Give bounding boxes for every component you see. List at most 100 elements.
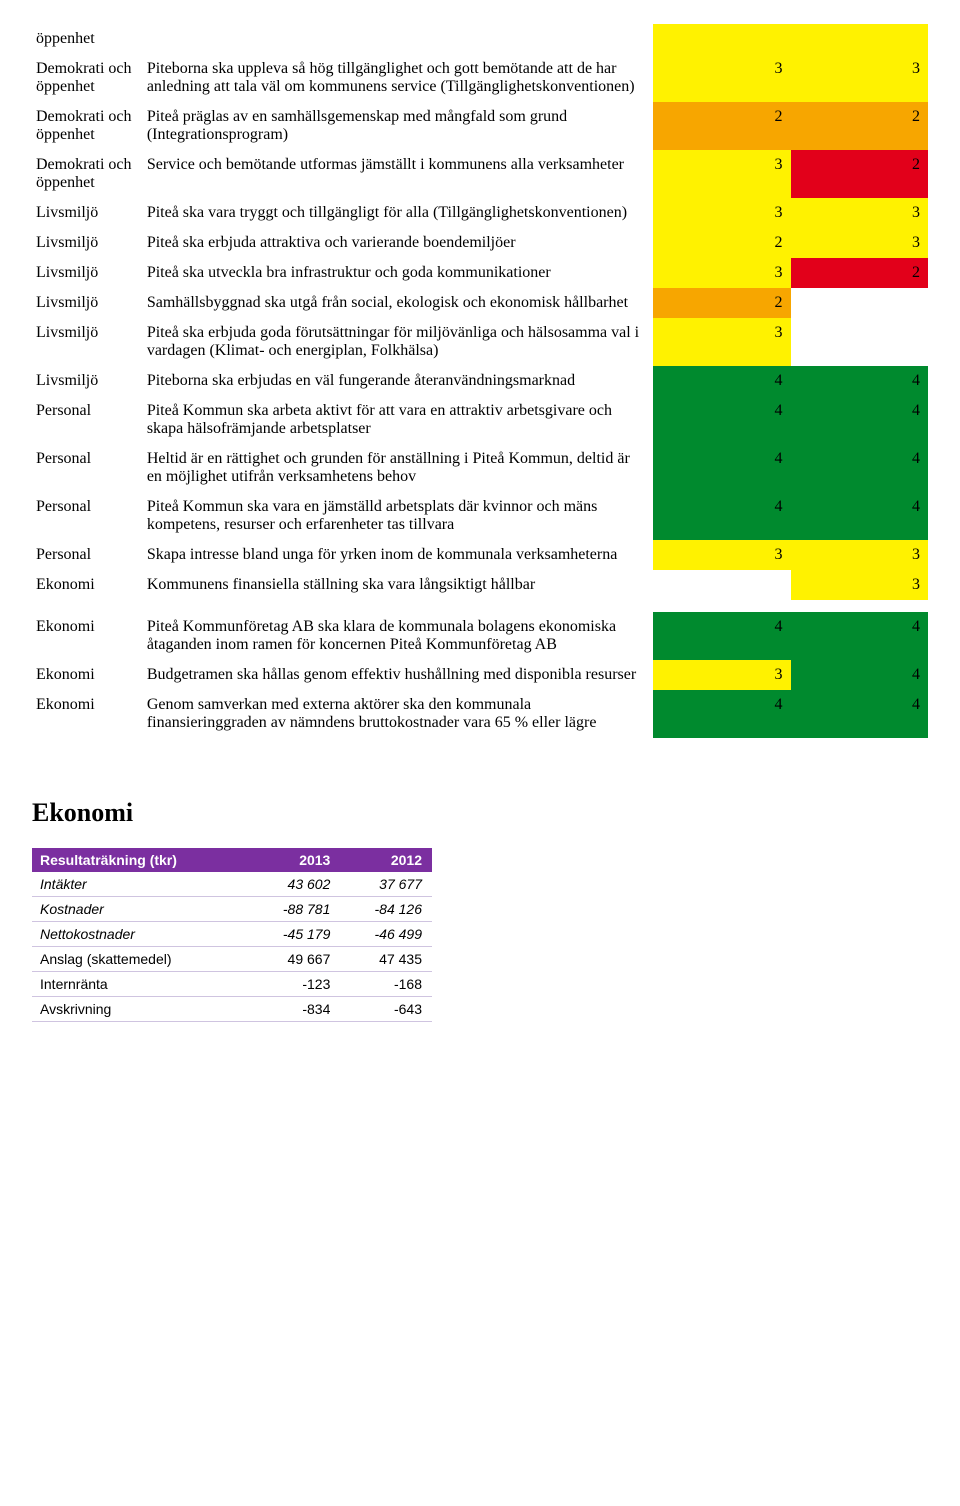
- category-cell: Personal: [32, 540, 143, 570]
- score-cell-2: [791, 24, 929, 54]
- category-cell: Livsmiljö: [32, 258, 143, 288]
- fin-value-1: -88 781: [249, 897, 341, 922]
- fin-row: Avskrivning-834-643: [32, 997, 432, 1022]
- category-cell: Demokrati och öppenhet: [32, 102, 143, 150]
- fin-header-title: Resultaträkning (tkr): [32, 848, 249, 872]
- description-cell: Skapa intresse bland unga för yrken inom…: [143, 540, 653, 570]
- score-cell-1: 3: [653, 318, 790, 366]
- table-row: LivsmiljöPiteå ska vara tryggt och tillg…: [32, 198, 928, 228]
- category-cell: Livsmiljö: [32, 366, 143, 396]
- category-cell: Personal: [32, 396, 143, 444]
- description-cell: [143, 24, 653, 54]
- fin-label: Avskrivning: [32, 997, 249, 1022]
- description-cell: Heltid är en rättighet och grunden för a…: [143, 444, 653, 492]
- table-row: öppenhet: [32, 24, 928, 54]
- table-row: EkonomiBudgetramen ska hållas genom effe…: [32, 660, 928, 690]
- fin-value-1: 49 667: [249, 947, 341, 972]
- score-cell-1: 4: [653, 492, 790, 540]
- description-cell: Piteå präglas av en samhällsgemenskap me…: [143, 102, 653, 150]
- table-row: PersonalPiteå Kommun ska arbeta aktivt f…: [32, 396, 928, 444]
- description-cell: Piteå ska vara tryggt och tillgängligt f…: [143, 198, 653, 228]
- table-row: PersonalPiteå Kommun ska vara en jämstäl…: [32, 492, 928, 540]
- score-cell-1: 3: [653, 198, 790, 228]
- score-cell-2: 4: [791, 690, 929, 738]
- fin-label: Anslag (skattemedel): [32, 947, 249, 972]
- score-cell-1: 4: [653, 612, 790, 660]
- category-cell: Personal: [32, 492, 143, 540]
- table-row: PersonalHeltid är en rättighet och grund…: [32, 444, 928, 492]
- score-cell-2: 2: [791, 102, 929, 150]
- fin-value-1: -834: [249, 997, 341, 1022]
- description-cell: Service och bemötande utformas jämställt…: [143, 150, 653, 198]
- fin-label: Nettokostnader: [32, 922, 249, 947]
- fin-value-2: 47 435: [340, 947, 432, 972]
- fin-row: Anslag (skattemedel)49 66747 435: [32, 947, 432, 972]
- description-cell: Piteå Kommun ska vara en jämställd arbet…: [143, 492, 653, 540]
- category-cell: Personal: [32, 444, 143, 492]
- fin-value-1: 43 602: [249, 872, 341, 897]
- score-cell-2: 4: [791, 612, 929, 660]
- category-cell: Livsmiljö: [32, 288, 143, 318]
- score-cell-2: [791, 318, 929, 366]
- description-cell: Kommunens finansiella ställning ska vara…: [143, 570, 653, 600]
- table-row: Demokrati och öppenhetPiteborna ska uppl…: [32, 54, 928, 102]
- description-cell: Piteborna ska erbjudas en väl fungerande…: [143, 366, 653, 396]
- fin-value-2: 37 677: [340, 872, 432, 897]
- score-cell-2: 4: [791, 660, 929, 690]
- category-cell: Ekonomi: [32, 570, 143, 600]
- score-cell-2: 2: [791, 258, 929, 288]
- description-cell: Piteå Kommun ska arbeta aktivt för att v…: [143, 396, 653, 444]
- score-cell-1: [653, 24, 790, 54]
- category-cell: Ekonomi: [32, 660, 143, 690]
- fin-label: Internränta: [32, 972, 249, 997]
- score-cell-1: 4: [653, 366, 790, 396]
- fin-label: Kostnader: [32, 897, 249, 922]
- score-cell-1: 3: [653, 540, 790, 570]
- fin-row: Nettokostnader-45 179-46 499: [32, 922, 432, 947]
- category-cell: Livsmiljö: [32, 318, 143, 366]
- table-row: Demokrati och öppenhetService och bemöta…: [32, 150, 928, 198]
- fin-header-year-1: 2013: [249, 848, 341, 872]
- score-cell-1: 2: [653, 288, 790, 318]
- fin-value-1: -123: [249, 972, 341, 997]
- fin-value-2: -168: [340, 972, 432, 997]
- fin-value-1: -45 179: [249, 922, 341, 947]
- fin-label: Intäkter: [32, 872, 249, 897]
- table-row: LivsmiljöPiteå ska erbjuda attraktiva oc…: [32, 228, 928, 258]
- score-cell-2: 3: [791, 540, 929, 570]
- description-cell: Piteå ska erbjuda attraktiva och variera…: [143, 228, 653, 258]
- score-cell-1: 2: [653, 228, 790, 258]
- score-cell-2: 4: [791, 396, 929, 444]
- score-cell-1: 4: [653, 444, 790, 492]
- category-cell: Demokrati och öppenhet: [32, 150, 143, 198]
- score-cell-2: 4: [791, 444, 929, 492]
- table-row: LivsmiljöPiteå ska erbjuda goda förutsät…: [32, 318, 928, 366]
- score-cell-1: 4: [653, 396, 790, 444]
- table-row: EkonomiGenom samverkan med externa aktör…: [32, 690, 928, 738]
- score-cell-2: 3: [791, 228, 929, 258]
- category-cell: öppenhet: [32, 24, 143, 54]
- table-row: Demokrati och öppenhetPiteå präglas av e…: [32, 102, 928, 150]
- financial-table: Resultaträkning (tkr)20132012Intäkter43 …: [32, 848, 432, 1022]
- score-cell-1: [653, 570, 790, 600]
- table-row: EkonomiKommunens finansiella ställning s…: [32, 570, 928, 600]
- table-row: LivsmiljöSamhällsbyggnad ska utgå från s…: [32, 288, 928, 318]
- score-cell-1: 4: [653, 690, 790, 738]
- table-row: LivsmiljöPiteborna ska erbjudas en väl f…: [32, 366, 928, 396]
- fin-row: Internränta-123-168: [32, 972, 432, 997]
- score-cell-1: 3: [653, 660, 790, 690]
- score-cell-2: 2: [791, 150, 929, 198]
- fin-row: Intäkter43 60237 677: [32, 872, 432, 897]
- score-cell-1: 2: [653, 102, 790, 150]
- description-cell: Piteå ska erbjuda goda förutsättningar f…: [143, 318, 653, 366]
- score-cell-2: 4: [791, 492, 929, 540]
- score-cell-1: 3: [653, 150, 790, 198]
- description-cell: Samhällsbyggnad ska utgå från social, ek…: [143, 288, 653, 318]
- score-cell-1: 3: [653, 54, 790, 102]
- description-cell: Piteborna ska uppleva så hög tillgänglig…: [143, 54, 653, 102]
- section-heading-ekonomi: Ekonomi: [32, 798, 928, 828]
- description-cell: Genom samverkan med externa aktörer ska …: [143, 690, 653, 738]
- score-cell-1: 3: [653, 258, 790, 288]
- score-cell-2: 3: [791, 198, 929, 228]
- category-cell: Ekonomi: [32, 690, 143, 738]
